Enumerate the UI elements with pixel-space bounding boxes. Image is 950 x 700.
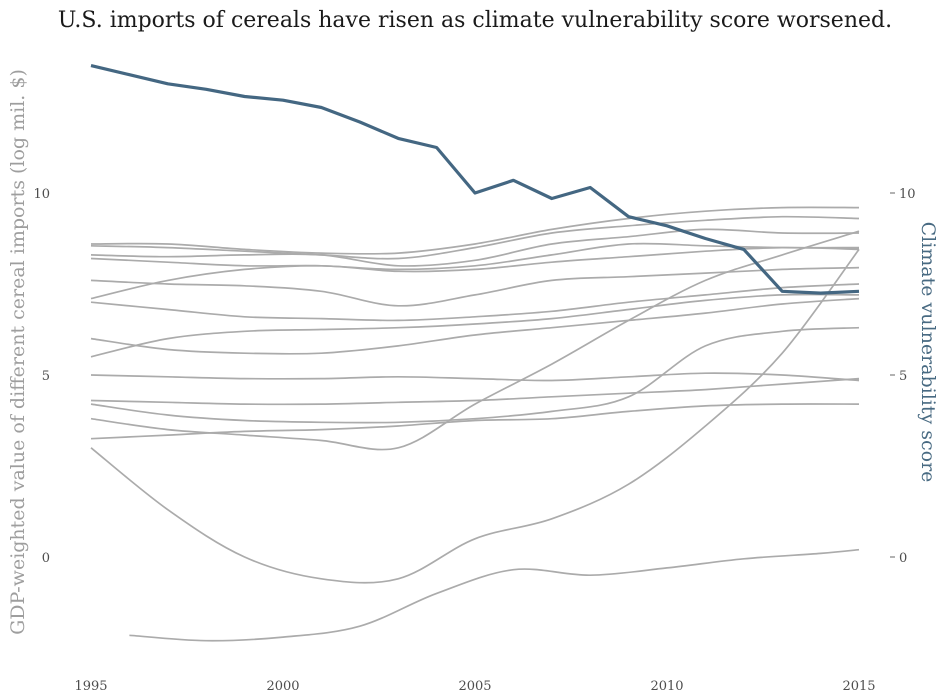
series-layer <box>90 64 860 642</box>
cereal-import-line-15 <box>90 248 860 584</box>
cereal-import-line-12 <box>90 326 860 424</box>
x-tick-label: 2015 <box>842 679 875 694</box>
x-tick-label: 2000 <box>266 679 299 694</box>
cereal-import-line-3 <box>90 228 860 267</box>
right-y-tick-label: 0 <box>899 551 907 566</box>
climate-vulnerability-line <box>90 64 860 295</box>
cereal-import-line-2 <box>90 215 860 260</box>
cereal-import-line-11 <box>90 377 860 406</box>
left-axis-label: GDP-weighted value of different cereal i… <box>7 69 29 635</box>
cereal-import-line-10 <box>90 372 860 382</box>
axes-layer: 1995 2000 2005 2010 2015 10 5 0 10 5 0 <box>33 187 915 694</box>
cereal-import-line-8 <box>90 293 860 358</box>
left-y-tick-label: 5 <box>42 369 50 384</box>
chart-title: U.S. imports of cereals have risen as cl… <box>58 8 892 33</box>
cereal-import-line-9 <box>90 297 860 355</box>
right-y-tick-label: 10 <box>899 187 916 202</box>
cereal-import-line-14 <box>90 403 860 440</box>
right-y-tick-label: 5 <box>899 369 907 384</box>
left-y-tick-label: 10 <box>33 187 50 202</box>
cereal-import-line-1 <box>90 206 860 255</box>
right-axis-label: Climate vulnerability score <box>917 222 939 483</box>
left-y-tick-label: 0 <box>42 551 50 566</box>
cereal-import-line-16 <box>129 548 860 642</box>
x-tick-label: 2010 <box>650 679 683 694</box>
x-tick-label: 1995 <box>74 679 107 694</box>
cereal-import-line-7 <box>90 283 860 322</box>
cereal-import-line-5 <box>90 246 860 300</box>
x-tick-label: 2005 <box>458 679 491 694</box>
cereal-import-line-13 <box>90 230 860 451</box>
